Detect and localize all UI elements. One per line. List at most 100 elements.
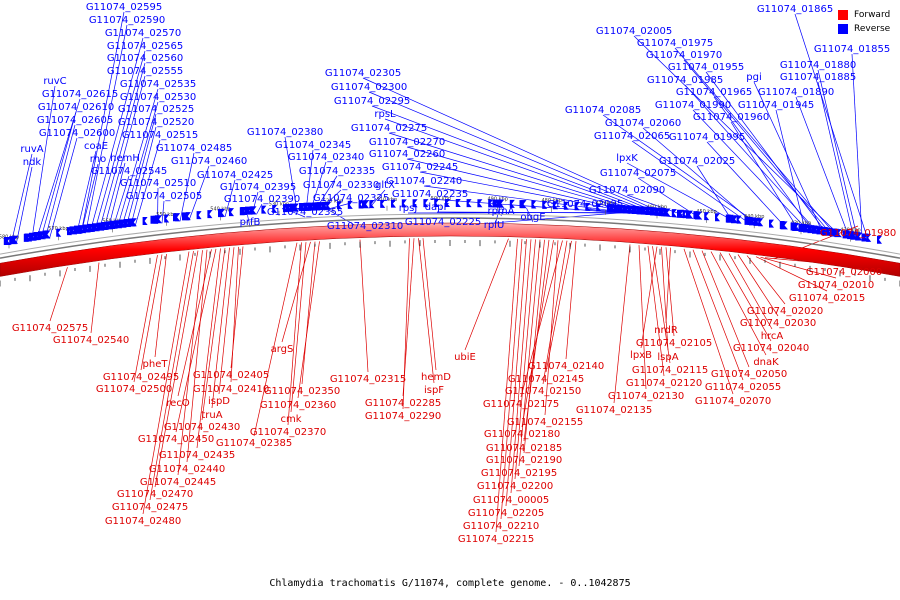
forward-gene-label: ispD bbox=[208, 396, 230, 407]
reverse-gene bbox=[825, 227, 833, 236]
reverse-gene-label: G11074_02605 bbox=[37, 115, 113, 126]
reverse-gene-label: G11074_02530 bbox=[120, 92, 196, 103]
reverse-gene-label: G11074_01885 bbox=[780, 72, 856, 83]
forward-gene-label: G11074_02540 bbox=[53, 335, 129, 346]
legend-reverse-label: Reverse bbox=[854, 24, 891, 34]
reverse-gene bbox=[455, 199, 461, 208]
reverse-gene bbox=[477, 199, 483, 208]
scale-tick-label: 430 kbp bbox=[791, 220, 811, 226]
forward-gene-label: G11074_02350 bbox=[264, 386, 340, 397]
forward-gene-label: G11074_02210 bbox=[463, 521, 539, 532]
forward-callout-line bbox=[175, 248, 217, 433]
reverse-gene bbox=[326, 201, 332, 210]
reverse-gene bbox=[816, 226, 824, 235]
reverse-gene-label: G11074_01965 bbox=[676, 87, 752, 98]
reverse-gene bbox=[574, 202, 580, 211]
reverse-callout-line bbox=[107, 162, 126, 231]
reverse-gene-label: dapF bbox=[425, 202, 450, 213]
reverse-gene-label: G11074_02390 bbox=[224, 194, 300, 205]
forward-callout-line bbox=[510, 239, 532, 494]
forward-gene-label: G11074_02015 bbox=[789, 293, 865, 304]
forward-callout-line bbox=[154, 253, 167, 358]
forward-gene-label: G11074_02155 bbox=[507, 417, 583, 428]
reverse-gene-label: rplU bbox=[484, 220, 505, 231]
reverse-callout-line bbox=[775, 109, 806, 232]
forward-callout-line bbox=[142, 251, 190, 515]
scale-tick-label: 520 kbp bbox=[323, 199, 343, 205]
reverse-gene-label: gltX bbox=[375, 180, 395, 191]
reverse-callout-line bbox=[626, 162, 739, 224]
forward-callout-line bbox=[640, 246, 658, 349]
reverse-gene bbox=[542, 200, 548, 209]
reverse-gene bbox=[434, 199, 440, 208]
forward-gene-label: G11074_02195 bbox=[481, 468, 557, 479]
forward-gene-label: G11074_02105 bbox=[636, 338, 712, 349]
reverse-callout-line bbox=[179, 152, 195, 222]
reverse-gene bbox=[293, 203, 299, 212]
forward-callout-line bbox=[281, 241, 311, 343]
forward-gene-label: G11074_02435 bbox=[159, 450, 235, 461]
reverse-gene-label: G11074_02545 bbox=[91, 166, 167, 177]
forward-gene-label: G11074_01980 bbox=[820, 228, 896, 239]
reverse-callout-line bbox=[626, 194, 694, 219]
forward-gene-label: dnaK bbox=[753, 357, 779, 368]
reverse-gene-label: rho bbox=[90, 154, 106, 165]
reverse-gene bbox=[131, 218, 137, 227]
reverse-gene bbox=[769, 219, 774, 228]
forward-callout-line bbox=[544, 240, 559, 416]
reverse-gene bbox=[682, 210, 688, 219]
reverse-gene-label: G11074_02225 bbox=[405, 217, 481, 228]
scale-tick-label: 500 kbp bbox=[431, 196, 451, 202]
forward-callout-line bbox=[402, 238, 410, 410]
reverse-gene-label: G11074_01970 bbox=[646, 50, 722, 61]
reverse-callout-line bbox=[696, 165, 734, 223]
reverse-gene-label: G11074_02505 bbox=[126, 191, 202, 202]
reverse-gene-label: G11074_02305 bbox=[325, 68, 401, 79]
reverse-gene bbox=[731, 215, 738, 224]
forward-gene-label: G11074_02445 bbox=[140, 477, 216, 488]
forward-gene-label: G11074_02070 bbox=[695, 396, 771, 407]
reverse-callout-line bbox=[362, 77, 671, 217]
reverse-gene bbox=[725, 214, 731, 223]
scale-tick-label: 450 kbp bbox=[696, 209, 716, 215]
reverse-gene bbox=[812, 225, 818, 234]
backbone-outer-ring bbox=[0, 217, 900, 259]
forward-gene-label: G11074_02215 bbox=[458, 534, 534, 545]
reverse-gene-label: G11074_02345 bbox=[275, 140, 351, 151]
reverse-callout-line bbox=[683, 59, 833, 237]
reverse-callout-line bbox=[817, 81, 855, 240]
reverse-gene-label: G11074_02090 bbox=[589, 185, 665, 196]
reverse-callout-line bbox=[713, 96, 815, 234]
reverse-gene bbox=[847, 231, 855, 240]
reverse-gene bbox=[492, 199, 500, 208]
reverse-gene bbox=[34, 232, 40, 241]
reverse-callout-line bbox=[44, 124, 76, 240]
reverse-gene-label: G11074_02520 bbox=[118, 117, 194, 128]
reverse-callout-line bbox=[633, 35, 842, 238]
reverse-gene bbox=[13, 235, 18, 244]
forward-callout-line bbox=[90, 262, 100, 334]
reverse-gene-label: G11074_02325 bbox=[313, 193, 389, 204]
reverse-gene-label: G11074_02565 bbox=[107, 41, 183, 52]
reverse-gene bbox=[445, 199, 450, 207]
forward-gene-label: G11074_02370 bbox=[250, 427, 326, 438]
reverse-gene-label: G11074_02425 bbox=[197, 170, 273, 181]
forward-callout-line bbox=[545, 240, 572, 373]
reverse-gene-label: G11074_02060 bbox=[605, 118, 681, 129]
forward-gene-label: lspA bbox=[657, 352, 678, 363]
forward-gene-label: G11074_02385 bbox=[216, 438, 292, 449]
legend-reverse: Reverse bbox=[838, 22, 900, 36]
reverse-callout-line bbox=[188, 165, 210, 221]
forward-gene-label: cmk bbox=[280, 414, 301, 425]
forward-callout-line bbox=[746, 255, 786, 305]
forward-gene-label: G11074_02135 bbox=[576, 405, 652, 416]
reverse-gene bbox=[663, 208, 671, 217]
reverse-gene bbox=[855, 232, 861, 241]
reverse-gene-label: G11074_01975 bbox=[637, 38, 713, 49]
reverse-gene-label: G11074_02025 bbox=[659, 156, 735, 167]
reverse-gene bbox=[285, 203, 293, 212]
reverse-callout-line bbox=[49, 137, 78, 239]
reverse-gene-label: G11074_02330 bbox=[303, 180, 379, 191]
forward-gene-label: nrdR bbox=[654, 325, 678, 336]
reverse-gene bbox=[423, 199, 429, 208]
